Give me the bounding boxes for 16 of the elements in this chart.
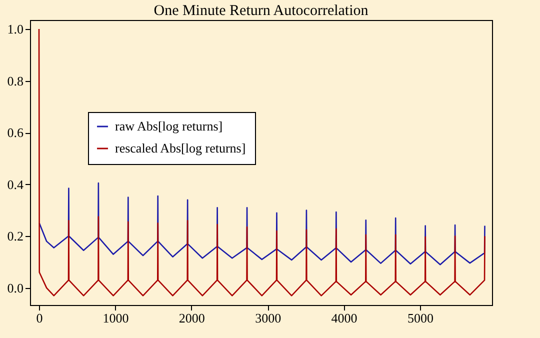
y-tick-label: 1.0 xyxy=(7,22,24,37)
y-tick-label: 0.4 xyxy=(7,176,24,192)
x-tick-label: 4000 xyxy=(331,310,358,326)
chart-title: One Minute Return Autocorrelation xyxy=(154,3,369,19)
x-tick-label: 3000 xyxy=(255,310,282,326)
y-tick-label: 0.2 xyxy=(7,228,24,244)
legend-label: raw Abs[log returns] xyxy=(115,118,223,134)
y-tick-label: 0.6 xyxy=(7,125,24,140)
line-series xyxy=(38,28,486,296)
x-tick-label: 2000 xyxy=(178,310,205,326)
x-tick-label: 1000 xyxy=(102,310,129,326)
x-tick-label: 0 xyxy=(36,310,43,326)
y-tick-label: 0.0 xyxy=(7,280,24,296)
y-tick-label: 0.8 xyxy=(7,73,24,88)
legend-label: rescaled Abs[log returns] xyxy=(115,140,246,156)
x-tick-label: 5000 xyxy=(407,310,434,326)
